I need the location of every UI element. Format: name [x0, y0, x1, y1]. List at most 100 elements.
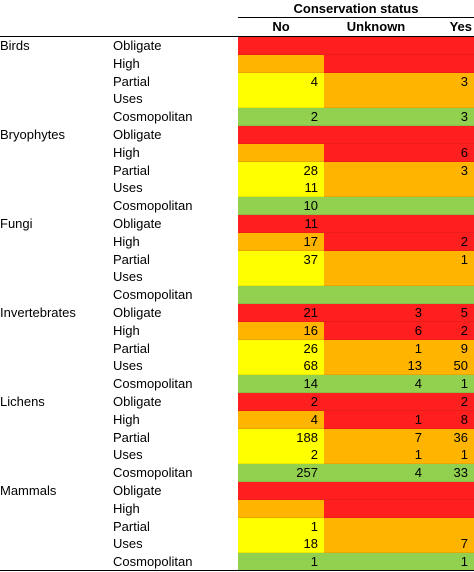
level-label: High [113, 322, 140, 338]
value-cell [238, 90, 324, 109]
level-label: Uses [113, 180, 143, 196]
level-label: Cosmopolitan [113, 376, 193, 392]
value-cell: 2 [428, 393, 474, 411]
value-cell [324, 393, 428, 411]
cell-value: 3 [460, 109, 468, 125]
value-cell: 68 [238, 357, 324, 376]
cell-value: 28 [303, 162, 318, 178]
value-cell [324, 37, 428, 55]
value-cell: 6 [324, 321, 428, 340]
level-label: Obligate [113, 305, 162, 320]
value-cell [238, 286, 324, 305]
table-row: Uses 18 7 [0, 535, 474, 554]
table-row: Cosmopolitan 10 [0, 197, 474, 216]
level-label: Obligate [113, 394, 162, 409]
cell-value: 13 [407, 358, 422, 374]
table-row: Partial 26 1 9 [0, 339, 474, 358]
value-cell: 33 [428, 464, 474, 483]
table-row: Lichens Obligate 2 2 [0, 393, 474, 411]
cell-value: 37 [303, 251, 318, 267]
table-row: Uses 2 1 1 [0, 446, 474, 465]
table-row: Partial 28 3 [0, 161, 474, 180]
cell-value: 4 [310, 73, 318, 89]
level-label: Obligate [113, 38, 162, 53]
table-row: Partial 188 7 36 [0, 428, 474, 447]
value-cell [324, 535, 428, 554]
level-label: Cosmopolitan [113, 465, 193, 481]
table-row: High 16 6 2 [0, 321, 474, 340]
value-cell [428, 499, 474, 518]
table-row: Fungi Obligate 11 [0, 215, 474, 233]
value-cell: 9 [428, 339, 474, 358]
value-cell: 2 [238, 108, 324, 127]
level-label: Partial [113, 518, 150, 534]
cell-value: 11 [304, 216, 319, 231]
table-row: High [0, 54, 474, 73]
cell-value: 1 [414, 340, 422, 356]
value-cell: 7 [428, 535, 474, 554]
value-cell [428, 215, 474, 233]
value-cell [324, 286, 428, 305]
value-cell: 1 [324, 446, 428, 465]
cell-value: 1 [460, 251, 468, 267]
cell-value: 7 [460, 536, 468, 552]
value-cell: 7 [324, 428, 428, 447]
group-label: Bryophytes [0, 127, 66, 142]
table-row: High 4 1 8 [0, 410, 474, 429]
value-cell: 36 [428, 428, 474, 447]
value-cell [238, 37, 324, 55]
cell-value: 1 [414, 447, 422, 463]
group-label: Invertebrates [0, 305, 76, 320]
level-label: Obligate [113, 483, 162, 498]
cell-value: 9 [460, 340, 468, 356]
cell-value: 21 [303, 305, 318, 320]
value-cell: 2 [428, 232, 474, 251]
level-label: High [113, 500, 140, 516]
cell-value: 14 [303, 376, 318, 392]
level-label: Uses [113, 358, 143, 374]
level-label: Cosmopolitan [113, 554, 193, 570]
cell-value: 33 [453, 465, 468, 481]
value-cell: 5 [428, 304, 474, 322]
value-cell: 13 [324, 357, 428, 376]
table-row: Cosmopolitan [0, 286, 474, 305]
cell-value: 1 [414, 411, 422, 427]
cell-value: 10 [303, 198, 318, 214]
cell-value: 5 [460, 305, 468, 320]
table-row: Partial 1 [0, 517, 474, 536]
level-label: Cosmopolitan [113, 287, 193, 303]
value-cell: 1 [428, 553, 474, 572]
value-cell: 1 [428, 250, 474, 269]
value-cell: 6 [428, 143, 474, 162]
cell-value: 17 [303, 233, 318, 249]
level-label: High [113, 233, 140, 249]
level-label: High [113, 144, 140, 160]
group-label: Birds [0, 38, 30, 53]
value-cell [324, 215, 428, 233]
value-cell [324, 54, 428, 73]
level-label: Partial [113, 251, 150, 267]
value-cell [324, 72, 428, 91]
level-label: Uses [113, 447, 143, 463]
value-cell: 3 [428, 108, 474, 127]
value-cell [324, 250, 428, 269]
level-label: Partial [113, 162, 150, 178]
table-row: High [0, 499, 474, 518]
value-cell [428, 286, 474, 305]
table-row: High 6 [0, 143, 474, 162]
value-cell [428, 517, 474, 536]
group-label: Mammals [0, 483, 57, 498]
cell-value: 3 [460, 73, 468, 89]
table-header-title: Conservation status [238, 0, 474, 18]
table-row: Cosmopolitan 14 4 1 [0, 375, 474, 394]
table-row: Bryophytes Obligate [0, 126, 474, 144]
value-cell: 4 [324, 464, 428, 483]
value-cell: 18 [238, 535, 324, 554]
value-cell: 4 [238, 410, 324, 429]
cell-value: 11 [304, 180, 319, 196]
value-cell: 188 [238, 428, 324, 447]
value-cell: 28 [238, 161, 324, 180]
value-cell [238, 54, 324, 73]
table-row: Uses 11 [0, 179, 474, 198]
value-cell [324, 143, 428, 162]
